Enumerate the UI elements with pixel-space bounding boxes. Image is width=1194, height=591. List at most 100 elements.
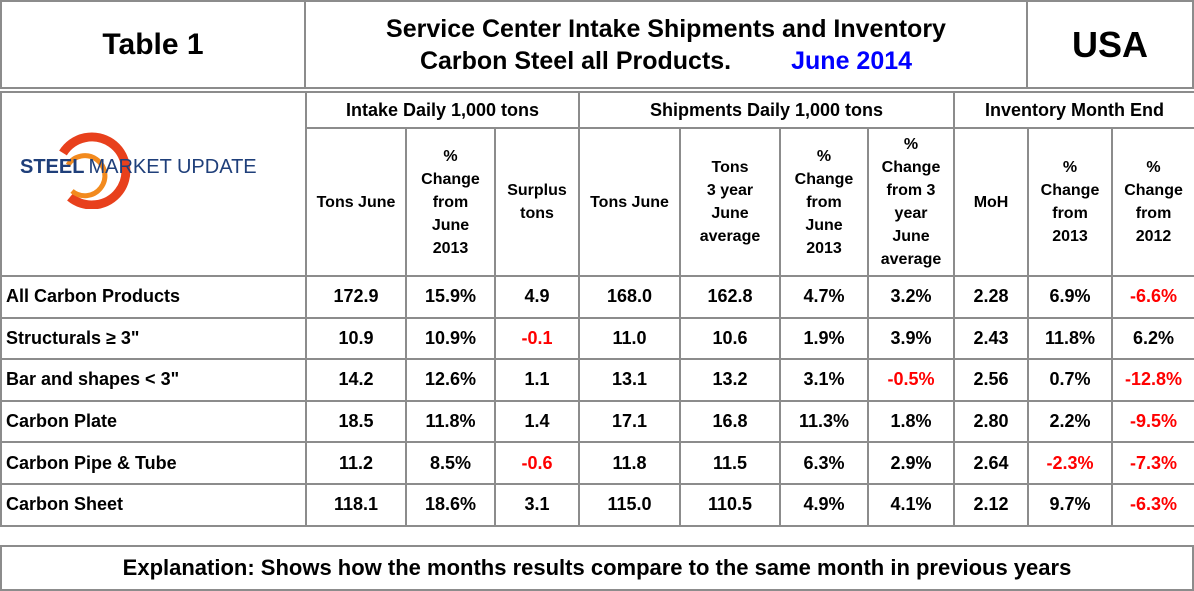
row-label: Carbon Sheet	[0, 482, 307, 527]
cell: -0.6	[494, 441, 580, 485]
column-header-line: Tons June	[590, 193, 669, 211]
cell: 1.1	[494, 358, 580, 402]
cell: 2.28	[953, 275, 1030, 319]
cell: -6.3%	[1111, 482, 1194, 527]
column-header-line: %	[443, 147, 458, 165]
cell: 3.9%	[866, 316, 956, 361]
column-header-line: from 3	[886, 182, 936, 199]
column-header-line: from	[1052, 205, 1088, 222]
data-row: Structurals ≥ 3" 10.9 10.9% -0.1 11.0 10.6 1.9…	[0, 316, 1194, 361]
column-header-line: Change	[794, 170, 854, 188]
data-row: Carbon Plate 18.5 11.8% 1.4 17.1 16.8 11.3% 1.8…	[0, 399, 1194, 444]
logo-text: STEEL MARKET UPDATE	[20, 156, 257, 178]
column-header-line: Change	[881, 159, 941, 176]
title-line-2: Carbon Steel all Products. June 2014	[420, 45, 912, 77]
cell: 11.0	[578, 316, 681, 361]
group-row: STEEL MARKET UPDATE Intake Daily 1,000 ton…	[0, 91, 1194, 277]
column-header-line: Tons June	[316, 193, 396, 211]
cell: 162.8	[679, 275, 781, 319]
cell: 1.4	[494, 399, 580, 444]
cell: 3.2%	[866, 275, 956, 319]
cell: 3.1	[494, 482, 580, 527]
cell: 115.0	[578, 482, 681, 527]
column-header-line: 2013	[1052, 228, 1088, 245]
cell: 9.7%	[1027, 482, 1114, 527]
cell: 2.80	[953, 399, 1030, 444]
cell: -6.6%	[1111, 275, 1194, 319]
cell: 4.9%	[779, 482, 869, 527]
column-header-line: Change	[1124, 182, 1183, 199]
footer-box: Explanation: Shows how the months result…	[0, 545, 1194, 591]
title-text: Carbon Steel all Products.	[419, 46, 732, 75]
column-header-line: %	[903, 136, 919, 153]
column-header: Tons 3 year June average	[679, 127, 781, 277]
cell: 11.8%	[405, 399, 496, 444]
data-row: Bar and shapes < 3" 14.2 12.6% 1.1 13.1 13.2 3…	[0, 358, 1194, 402]
cell: 2.64	[953, 441, 1030, 485]
column-header-line: %	[1146, 159, 1161, 176]
column-header-line: from	[432, 193, 469, 211]
column-header-line: %	[816, 147, 832, 165]
cell: 110.5	[679, 482, 781, 527]
group-header: Shipments Daily 1,000 tons	[577, 91, 956, 129]
cell: 11.2	[305, 441, 407, 485]
cell: -0.5%	[866, 358, 956, 402]
row-label: Carbon Pipe & Tube	[0, 441, 307, 485]
logo-part1: STEEL	[20, 156, 84, 178]
logo-swoosh-inner	[65, 153, 108, 199]
data-row: All Carbon Products 172.9 15.9% 4.9 168.0 162…	[0, 275, 1194, 319]
column-header-line: MoH	[973, 193, 1009, 211]
column-header-line: Surplus	[507, 182, 567, 199]
title-line: Service Center Intake Shipments and Inve…	[386, 14, 946, 43]
cell: 13.2	[679, 358, 781, 402]
column-header-line: 2013	[432, 239, 469, 257]
cell: -0.1	[494, 316, 580, 361]
cell: 14.2	[305, 358, 407, 402]
cell: 4.1%	[866, 482, 956, 527]
logo-part2: MARKET UPDATE	[88, 156, 256, 178]
column-header-line: Tons	[711, 159, 749, 176]
cell: 1.8%	[866, 399, 956, 444]
logo-swoosh	[59, 132, 131, 209]
cell: 8.5%	[405, 441, 496, 485]
column-header-line: June	[431, 216, 470, 234]
data-table: STEEL MARKET UPDATE Intake Daily 1,000 ton…	[0, 91, 1194, 527]
table-label: Table 1	[102, 27, 204, 61]
row-label: Structurals ≥ 3"	[0, 316, 307, 361]
cell: 12.6%	[405, 358, 496, 402]
column-header: % Change from 2012	[1111, 127, 1194, 277]
cell: 4.9	[494, 275, 580, 319]
title-box: Service Center Intake Shipments and Inve…	[304, 0, 1028, 89]
cell: 11.8	[578, 441, 681, 485]
cell: 0.7%	[1027, 358, 1114, 402]
cell: 172.9	[305, 275, 407, 319]
cell: -7.3%	[1111, 441, 1194, 485]
cell: -9.5%	[1111, 399, 1194, 444]
cell: 6.2%	[1111, 316, 1194, 361]
column-header: MoH	[953, 127, 1030, 277]
cell: 1.9%	[779, 316, 869, 361]
subheader-row: Tons June% Change from June 2013 Surplus tons T…	[1, 127, 1194, 277]
cell: 15.9%	[405, 275, 496, 319]
column-header-line: June	[805, 216, 843, 234]
cell: 2.2%	[1027, 399, 1114, 444]
cell: 2.9%	[866, 441, 956, 485]
cell: 168.0	[578, 275, 681, 319]
label-box: Table 1	[0, 0, 306, 89]
data-row: Carbon Pipe & Tube 11.2 8.5% -0.6 11.8 11.5 6.…	[0, 441, 1194, 485]
region-box: USA	[1026, 0, 1194, 89]
cell: -12.8%	[1111, 358, 1194, 402]
logo: STEEL MARKET UPDATE	[20, 132, 257, 209]
cell: 10.6	[679, 316, 781, 361]
region: USA	[1071, 23, 1148, 65]
row-label: All Carbon Products	[0, 275, 307, 319]
column-header: Surplus tons	[494, 127, 580, 277]
cell: 16.8	[679, 399, 781, 444]
column-header: % Change from 2013	[1027, 127, 1114, 277]
group-header: Inventory Month End	[953, 91, 1194, 129]
cell: 18.5	[305, 399, 407, 444]
cell: 6.3%	[779, 441, 869, 485]
column-header-line: year	[894, 205, 928, 222]
cell: 10.9%	[405, 316, 496, 361]
